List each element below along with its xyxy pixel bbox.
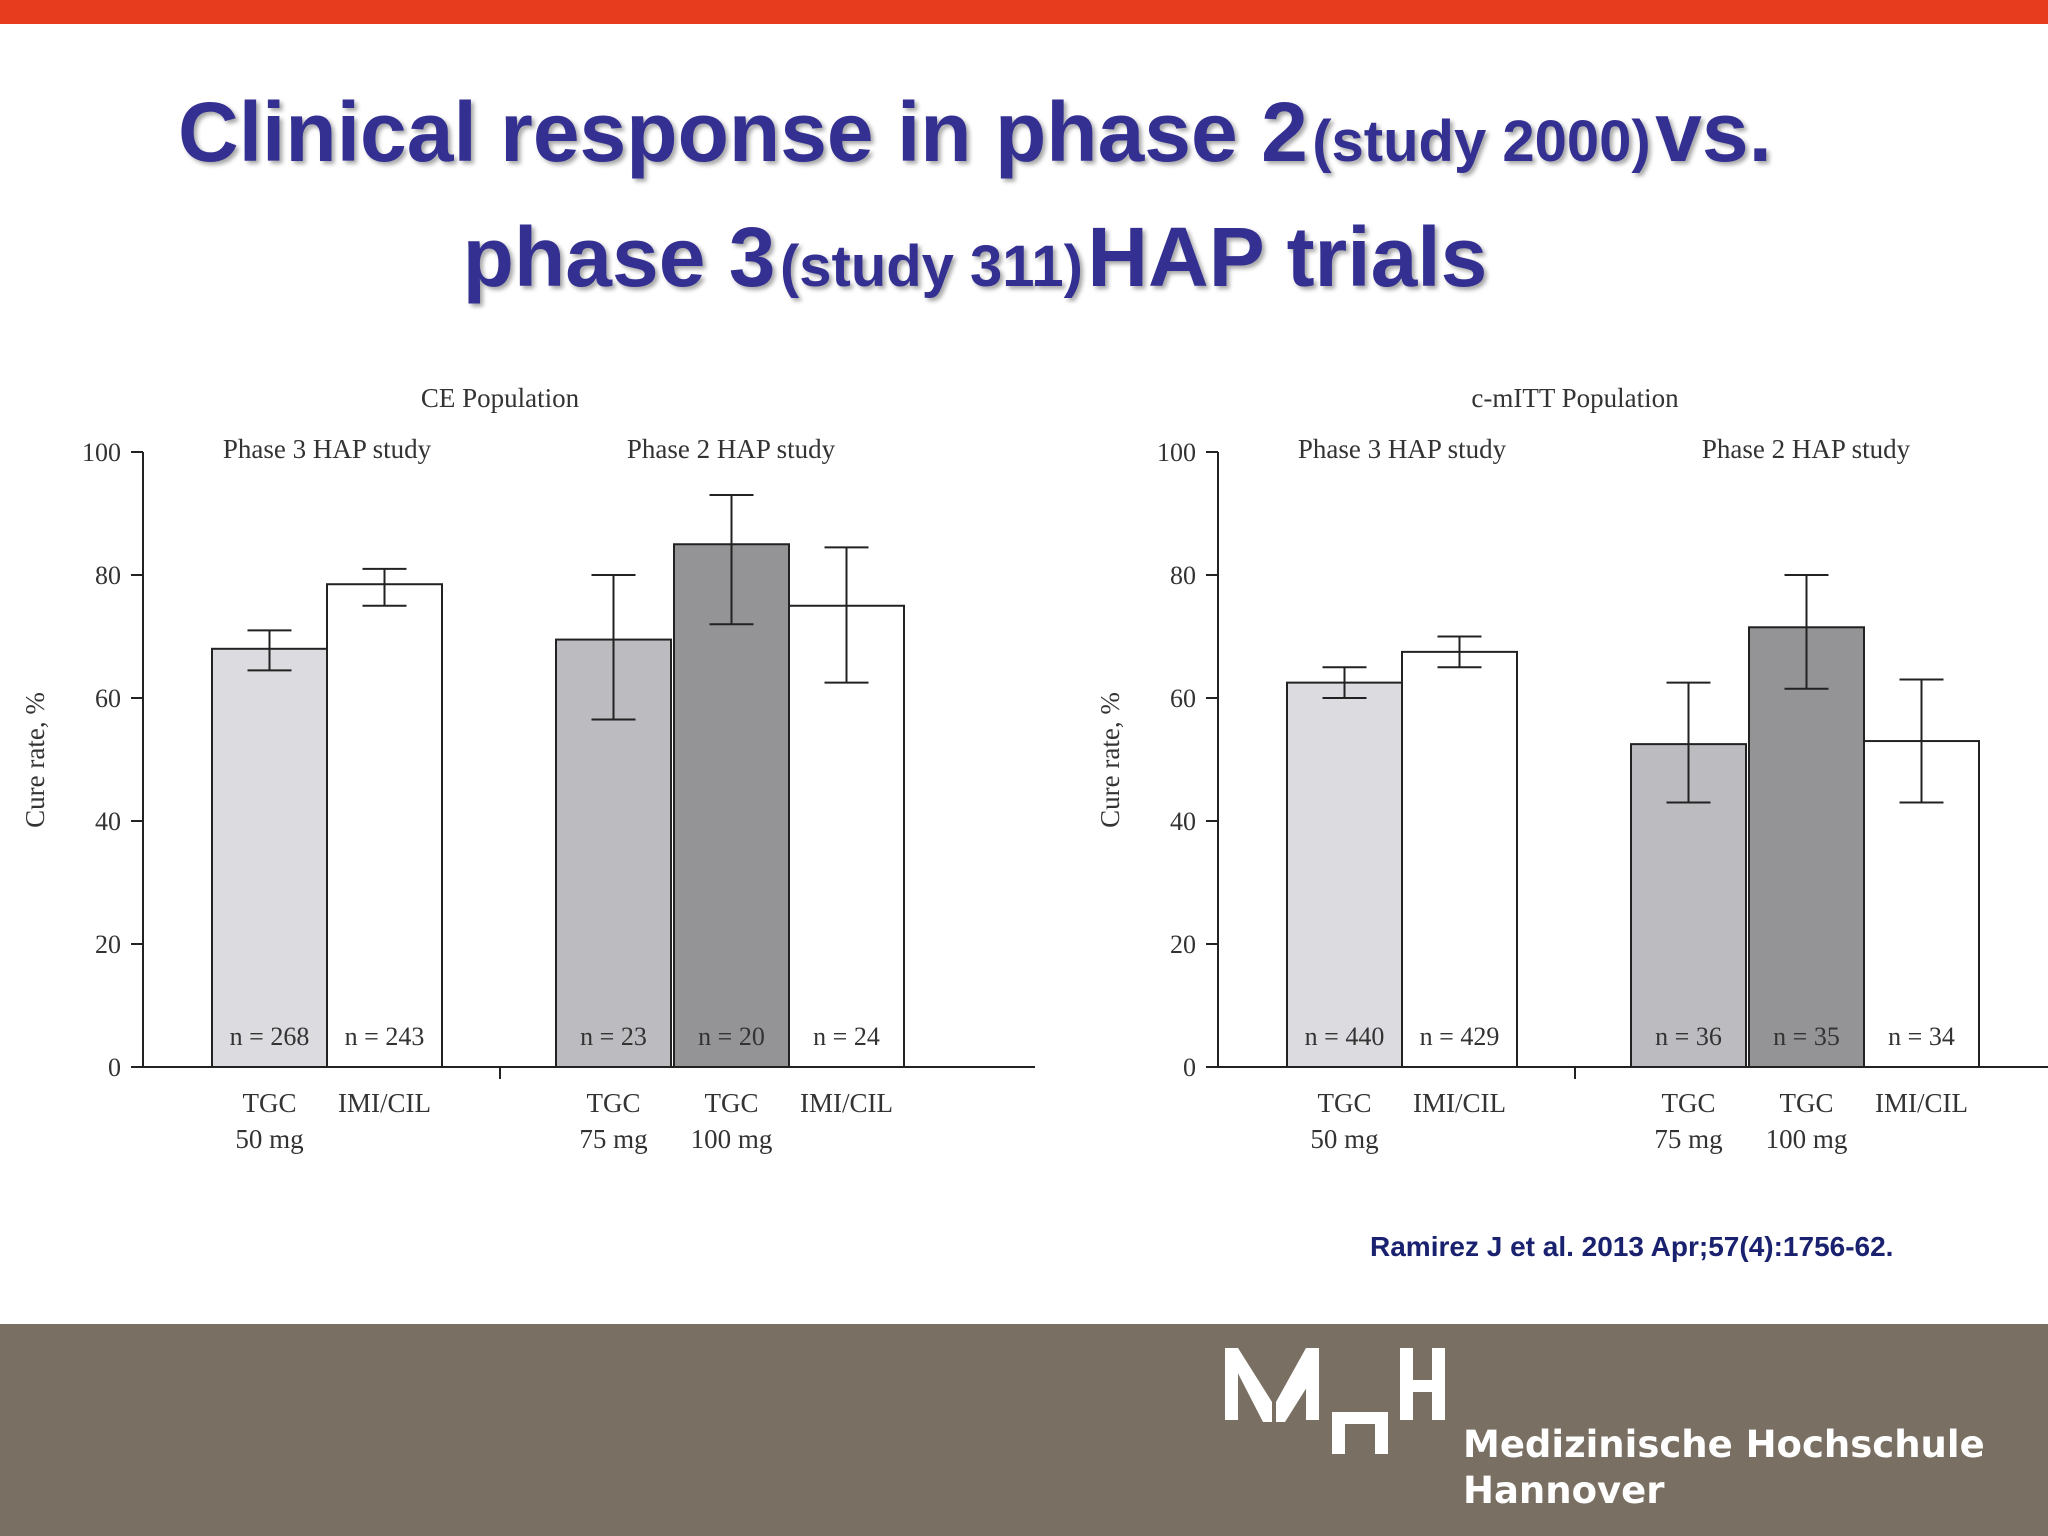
group-label: Phase 2 HAP study [1702,434,1911,464]
bar [211,647,328,1068]
slide-title: Clinical response in phase 2 (study 2000… [40,82,1910,332]
bar [1748,626,1865,1068]
y-tick-label: 100 [1157,438,1196,467]
x-category-label: 75 mg [1654,1124,1722,1154]
y-axis-label: Cure rate, % [20,692,50,828]
x-category-label: TGC [243,1088,297,1118]
institution-line-1: Medizinische Hochschule [1463,1423,1985,1466]
bar-n-label: n = 429 [1420,1022,1500,1051]
x-category-label: TGC [705,1088,759,1118]
bar-n-label: n = 20 [698,1022,765,1051]
x-category-label: TGC [1780,1088,1834,1118]
bar-n-label: n = 243 [345,1022,425,1051]
x-category-label: IMI/CIL [338,1088,431,1118]
x-category-label: 50 mg [1310,1124,1378,1154]
x-category-label: IMI/CIL [1875,1088,1968,1118]
bar [1286,681,1403,1068]
x-category-label: 50 mg [235,1124,303,1154]
bar [1401,650,1518,1068]
bar-n-label: n = 35 [1773,1022,1840,1051]
chart-title: c-mITT Population [1471,383,1679,413]
title-part-3: vs. [1655,85,1772,179]
mhh-logo-icon [1225,1348,1445,1454]
y-tick-label: 80 [95,561,121,590]
bar-n-label: n = 24 [813,1022,880,1051]
title-part-6: HAP trials [1087,210,1488,304]
y-axis-label: Cure rate, % [1095,692,1125,828]
chart-ce-svg: CE Population Cure rate, % 0 20 40 60 80 100 Pha… [20,383,1035,1154]
citation: Ramirez J et al. 2013 Apr;57(4):1756-62. [1370,1231,1894,1262]
bar-n-label: n = 23 [580,1022,647,1051]
y-tick-label: 0 [1183,1053,1196,1082]
y-tick-label: 0 [108,1053,121,1082]
y-tick-label: 80 [1170,561,1196,590]
bar-n-label: n = 34 [1888,1022,1955,1051]
x-category-label: 100 mg [691,1124,773,1154]
y-tick-label: 20 [1170,930,1196,959]
chart-ce-population: CE Population Cure rate, % 0 20 40 60 80 100 Pha… [0,370,1060,1170]
institution-name: Medizinische Hochschule Hannover [1463,1422,1985,1514]
x-category-label: IMI/CIL [1413,1088,1506,1118]
group-label: Phase 2 HAP study [627,434,836,464]
y-tick-label: 100 [82,438,121,467]
y-tick-label: 60 [1170,684,1196,713]
y-tick-label: 60 [95,684,121,713]
bar [326,583,443,1068]
title-part-1: Clinical response in phase 2 [178,85,1308,179]
x-category-label: TGC [1318,1088,1372,1118]
title-part-4: phase 3 [462,210,776,304]
x-category-label: IMI/CIL [800,1088,893,1118]
bar-n-label: n = 36 [1655,1022,1722,1051]
y-tick-label: 40 [1170,807,1196,836]
bar-n-label: n = 268 [230,1022,310,1051]
top-accent-bar [0,0,2048,24]
chart-cmitt-population: c-mITT Population Cure rate, % 0 20 40 60 80 10… [1075,370,2048,1170]
x-category-label: 75 mg [579,1124,647,1154]
x-category-label: TGC [587,1088,641,1118]
footer-bar [0,1324,2048,1536]
title-part-2: (study 2000) [1312,109,1651,174]
x-category-label: TGC [1662,1088,1716,1118]
institution-line-2: Hannover [1463,1469,1665,1512]
x-category-label: 100 mg [1766,1124,1848,1154]
chart-cmitt-svg: c-mITT Population Cure rate, % 0 20 40 60 80 10… [1095,383,2048,1154]
group-label: Phase 3 HAP study [223,434,432,464]
title-part-5: (study 311) [779,234,1083,299]
y-tick-label: 40 [95,807,121,836]
bar-n-label: n = 440 [1305,1022,1385,1051]
chart-title: CE Population [421,383,580,413]
y-tick-label: 20 [95,930,121,959]
group-label: Phase 3 HAP study [1298,434,1507,464]
